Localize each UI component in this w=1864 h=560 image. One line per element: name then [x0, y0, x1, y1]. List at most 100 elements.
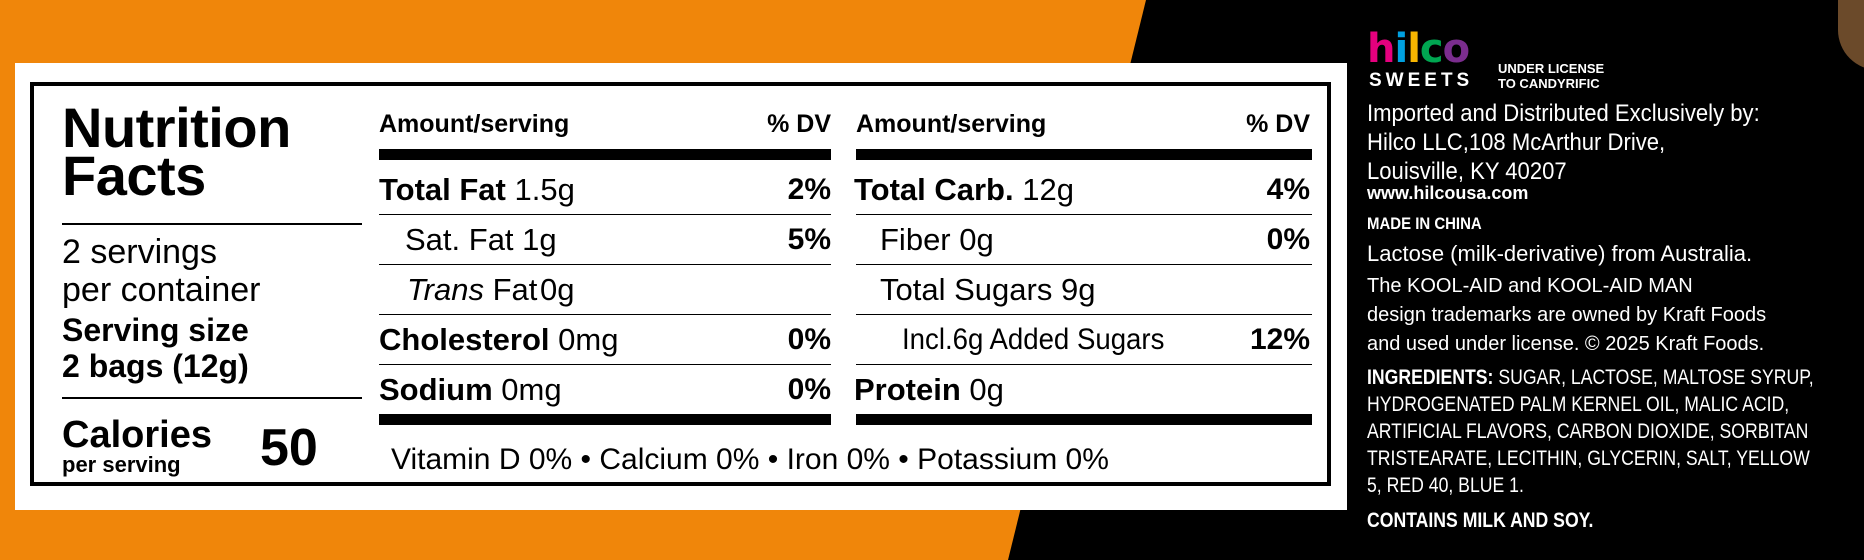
ingredients-line: TRISTEARATE, LECITHIN, GLYCERIN, SALT, Y…: [1367, 447, 1810, 470]
nutrient-amount: 12g: [1022, 172, 1074, 207]
logo-wordmark: hilco: [1367, 26, 1470, 72]
thick-divider: [379, 414, 831, 425]
servings-line-1: 2 servings: [62, 233, 217, 271]
trademark-line: The KOOL-AID and KOOL-AID MAN: [1367, 275, 1693, 297]
thick-divider: [379, 149, 831, 160]
servings-line-2: per container: [62, 271, 261, 309]
amount-header: Amount/serving: [379, 110, 570, 138]
ingredients-label: INGREDIENTS:: [1367, 366, 1494, 389]
divider: [62, 223, 362, 225]
nutrition-panel: Nutrition Facts 2 servings per container…: [15, 63, 1347, 510]
nutrient-name: Total Carb.: [854, 172, 1014, 207]
ingredients-line: ARTIFICIAL FLAVORS, CARBON DIOXIDE, SORB…: [1367, 420, 1809, 443]
row-divider: [379, 364, 831, 365]
candy-edge: [1838, 0, 1864, 70]
license-text: UNDER LICENSE TO CANDYRIFIC: [1498, 61, 1604, 91]
website: www.hilcousa.com: [1367, 183, 1529, 203]
nutrient-row: Sat. Fat 1g: [405, 222, 557, 258]
divider: [62, 397, 362, 399]
row-divider: [379, 314, 831, 315]
serving-size-value: 2 bags (12g): [62, 348, 249, 384]
row-divider: [379, 214, 831, 215]
nutrient-amount: 0mg: [558, 322, 619, 357]
nutrient-amount: 9g: [1060, 272, 1096, 307]
nutrient-name: Total Fat: [379, 172, 506, 207]
nutrient-row: Sodium 0mg: [379, 372, 562, 408]
row-divider: [379, 264, 831, 265]
nutrition-facts-title: Nutrition Facts: [62, 96, 291, 207]
nutrient-row: Protein 0g: [854, 372, 1004, 408]
nutrient-name: Protein: [854, 372, 961, 407]
nutrient-row: Total Fat 1.5g: [379, 172, 575, 208]
nutrient-row: Total Sugars 9g: [880, 272, 1095, 308]
nutrient-dv: 0%: [787, 373, 831, 406]
dv-header: % DV: [1246, 110, 1310, 138]
nutrients-left: Amount/serving % DV Total Fat 1.5g 2% Sa…: [379, 86, 835, 482]
nutrition-left-column: Nutrition Facts 2 servings per container…: [50, 86, 362, 482]
nutrient-name-rest: Fat: [492, 272, 538, 307]
allergen-statement: CONTAINS MILK AND SOY.: [1367, 509, 1594, 532]
calories-label: Calories: [62, 414, 212, 456]
nutrient-amount: 1g: [522, 222, 557, 257]
license-line-1: UNDER LICENSE: [1498, 61, 1605, 76]
trademark-line: design trademarks are owned by Kraft Foo…: [1367, 304, 1767, 326]
nutrient-row: Total Carb. 12g: [854, 172, 1074, 208]
importer-line: Louisville, KY 40207: [1367, 158, 1567, 185]
ingredients-line: 5, RED 40, BLUE 1.: [1367, 474, 1524, 497]
ingredients-line: SUGAR, LACTOSE, MALTOSE SYRUP,: [1493, 366, 1814, 389]
row-divider: [856, 214, 1312, 215]
nutrient-name: Sat. Fat: [405, 222, 514, 257]
row-divider: [856, 364, 1312, 365]
title-line-1: Nutrition: [62, 96, 291, 159]
nutrient-dv: 2%: [787, 173, 831, 206]
nutrient-name: Total Sugars: [880, 272, 1053, 307]
thick-divider: [856, 414, 1312, 425]
made-in: MADE IN CHINA: [1367, 214, 1482, 233]
nutrient-row: Fiber 0g: [880, 222, 994, 258]
nutrient-dv: 4%: [1266, 173, 1310, 206]
license-line-2: TO CANDYRIFIC: [1498, 76, 1600, 91]
nutrient-row: Trans Fat 0g: [407, 272, 574, 308]
importer-line: Hilco LLC,108 McArthur Drive,: [1367, 129, 1666, 156]
nutrient-amount: 6g Added Sugars: [952, 323, 1165, 356]
servings-per-container: 2 servings per container: [62, 233, 352, 309]
nutrient-name: Trans: [407, 272, 484, 307]
lactose-note: Lactose (milk-derivative) from Australia…: [1367, 241, 1753, 266]
thick-divider: [856, 149, 1312, 160]
nutrient-dv: 0%: [787, 323, 831, 356]
nutrients-right: Amount/serving % DV Total Carb. 12g 4% F…: [854, 86, 1314, 482]
amount-header: Amount/serving: [856, 110, 1047, 138]
calories-value: 50: [260, 419, 318, 477]
serving-size: Serving size 2 bags (12g): [62, 312, 249, 384]
row-divider: [856, 264, 1312, 265]
trademark-line: and used under license. © 2025 Kraft Foo…: [1367, 333, 1765, 355]
vitamins-minerals: Vitamin D 0% • Calcium 0% • Iron 0% • Po…: [391, 443, 1109, 476]
importer-address: Imported and Distributed Exclusively by:…: [1367, 99, 1845, 186]
nutrient-name: Fiber: [880, 222, 951, 257]
trademark-note: The KOOL-AID and KOOL-AID MAN design tra…: [1367, 272, 1864, 359]
serving-size-label: Serving size: [62, 312, 249, 348]
nutrient-name: Incl.: [902, 323, 953, 356]
nutrient-name: Sodium: [379, 372, 493, 407]
nutrient-row: Cholesterol 0mg: [379, 322, 618, 358]
calories-sub-label: per serving: [62, 452, 181, 477]
importer-line: Imported and Distributed Exclusively by:: [1367, 100, 1760, 127]
nutrient-name: Cholesterol: [379, 322, 550, 357]
nutrient-amount: 0g: [959, 222, 994, 257]
nutrition-facts-frame: Nutrition Facts 2 servings per container…: [30, 82, 1331, 486]
nutrient-amount: 0g: [540, 272, 575, 307]
hilco-logo: hilco SWEETS: [1367, 29, 1507, 93]
nutrient-dv: 0%: [1266, 223, 1310, 256]
title-line-2: Facts: [62, 144, 206, 207]
dv-header: % DV: [767, 110, 831, 138]
nutrient-row: Incl.6g Added Sugars: [902, 322, 1164, 358]
nutrient-amount: 0mg: [501, 372, 562, 407]
nutrient-dv: 5%: [787, 223, 831, 256]
ingredients-line: HYDROGENATED PALM KERNEL OIL, MALIC ACID…: [1367, 393, 1790, 416]
nutrient-amount: 0g: [969, 372, 1004, 407]
row-divider: [856, 314, 1312, 315]
nutrient-dv: 12%: [1249, 323, 1310, 356]
ingredients: INGREDIENTS: SUGAR, LACTOSE, MALTOSE SYR…: [1367, 364, 1837, 499]
logo-sweets: SWEETS: [1369, 70, 1474, 91]
nutrient-amount: 1.5g: [514, 172, 575, 207]
